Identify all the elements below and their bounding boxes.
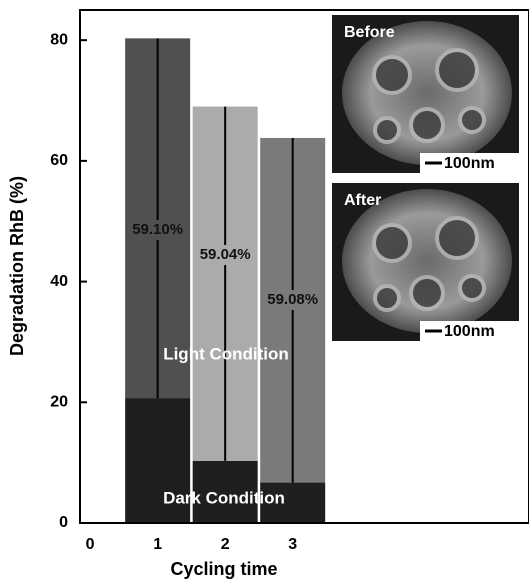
sem-pore	[373, 116, 401, 144]
inset-label: Before	[344, 24, 395, 41]
x-tick-label: 0	[86, 536, 95, 553]
sem-pore	[409, 275, 445, 311]
sem-inset: Before 100nm	[332, 15, 519, 173]
y-tick-label: 60	[50, 152, 68, 169]
y-tick-label: 0	[59, 514, 68, 531]
bar-segment	[192, 460, 258, 523]
sem-pore	[435, 216, 479, 260]
annotation: 59.04%	[200, 246, 251, 263]
sem-particle	[342, 21, 512, 165]
scale-label: 100nm	[444, 323, 495, 340]
bar-segment	[260, 482, 326, 523]
sem-particle	[342, 189, 512, 333]
scale-label: 100nm	[444, 155, 495, 172]
annotation-bg	[193, 245, 258, 265]
sem-inset: After 100nm	[332, 183, 519, 341]
y-tick-label: 40	[50, 273, 68, 290]
x-tick-label: 2	[221, 536, 230, 553]
annotation: 59.10%	[132, 221, 183, 238]
x-tick-label: 1	[153, 536, 162, 553]
y-tick-label: 20	[50, 394, 68, 411]
sem-pore	[373, 284, 401, 312]
series-label: Light Condition	[163, 344, 289, 363]
x-axis-label: Cycling time	[170, 559, 277, 579]
y-tick-label: 80	[50, 31, 68, 48]
sem-pore	[458, 106, 486, 134]
sem-pore	[372, 223, 412, 263]
scale-box	[420, 321, 519, 341]
sem-pore	[435, 48, 479, 92]
annotation-bg	[125, 220, 190, 240]
scale-box	[420, 153, 519, 173]
annotation-bg	[260, 290, 325, 310]
annotation: 59.08%	[267, 291, 318, 308]
bar-segment	[125, 398, 191, 523]
sem-pore	[458, 274, 486, 302]
inset-label: After	[344, 192, 381, 209]
sem-pore	[409, 107, 445, 143]
y-axis-label: Degradation RhB (%)	[7, 176, 27, 356]
sem-pore	[372, 55, 412, 95]
x-tick-label: 3	[288, 536, 297, 553]
series-label: Dark Condition	[163, 488, 285, 507]
plot-frame	[79, 9, 529, 524]
